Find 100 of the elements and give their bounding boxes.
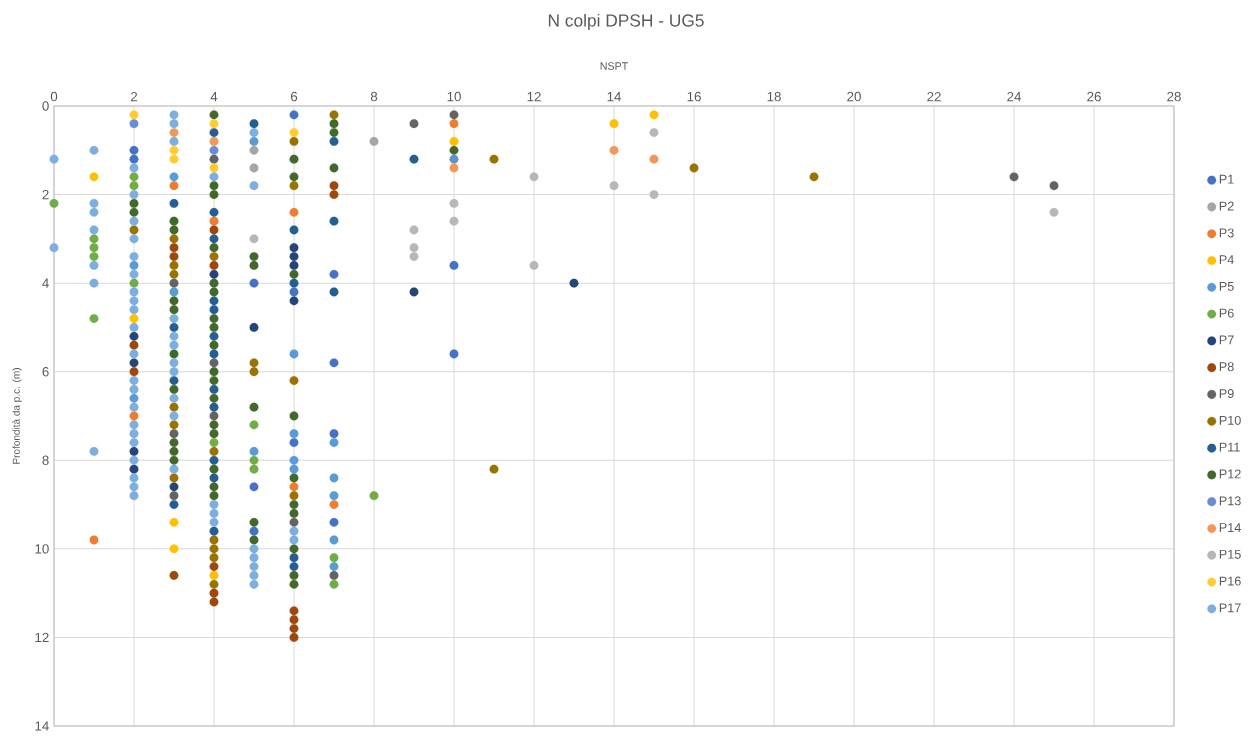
x-tick-label: 20 xyxy=(847,91,861,102)
point xyxy=(329,438,339,448)
point xyxy=(209,181,219,191)
point xyxy=(289,526,299,536)
point xyxy=(129,491,139,501)
point xyxy=(289,632,299,642)
legend-label: P3 xyxy=(1219,228,1234,238)
point xyxy=(169,314,179,324)
point xyxy=(209,322,219,332)
point xyxy=(289,491,299,501)
point xyxy=(209,402,219,412)
point xyxy=(209,544,219,554)
point xyxy=(289,473,299,483)
x-tick-label: 26 xyxy=(1087,91,1101,102)
point xyxy=(369,491,379,501)
point xyxy=(209,384,219,394)
point xyxy=(89,225,99,235)
point xyxy=(89,243,99,253)
legend-label: P13 xyxy=(1219,496,1241,506)
point xyxy=(169,544,179,554)
point xyxy=(129,322,139,332)
x-axis-title: NSPT xyxy=(600,62,628,70)
point xyxy=(169,269,179,279)
point xyxy=(89,278,99,288)
point xyxy=(169,154,179,164)
point xyxy=(209,588,219,598)
point xyxy=(209,296,219,306)
point xyxy=(169,464,179,474)
point xyxy=(169,296,179,306)
point xyxy=(209,163,219,173)
point xyxy=(649,154,659,164)
point xyxy=(129,367,139,377)
point xyxy=(89,446,99,456)
point xyxy=(129,278,139,288)
point xyxy=(209,172,219,182)
point xyxy=(169,260,179,270)
point xyxy=(209,429,219,439)
x-tick-label: 2 xyxy=(130,91,138,102)
point xyxy=(329,491,339,501)
point xyxy=(169,517,179,527)
point xyxy=(249,234,259,244)
point xyxy=(289,579,299,589)
point xyxy=(169,340,179,350)
point xyxy=(329,473,339,483)
point xyxy=(1049,181,1059,191)
point xyxy=(289,154,299,164)
point xyxy=(249,455,259,465)
point xyxy=(249,562,259,572)
point xyxy=(289,207,299,217)
point xyxy=(209,305,219,315)
point xyxy=(89,314,99,324)
point xyxy=(329,562,339,572)
point xyxy=(289,624,299,634)
point xyxy=(249,420,259,430)
point xyxy=(209,207,219,217)
point xyxy=(369,136,379,146)
point xyxy=(129,198,139,208)
point xyxy=(129,331,139,341)
point xyxy=(169,234,179,244)
point xyxy=(89,535,99,545)
point xyxy=(169,305,179,315)
point xyxy=(49,154,59,164)
point xyxy=(289,508,299,518)
point xyxy=(209,287,219,297)
point xyxy=(289,464,299,474)
point xyxy=(249,145,259,155)
point xyxy=(249,570,259,580)
legend-label: P12 xyxy=(1219,469,1241,479)
point xyxy=(329,553,339,563)
point xyxy=(649,110,659,120)
point xyxy=(209,553,219,563)
point xyxy=(1049,207,1059,217)
point xyxy=(169,500,179,510)
point xyxy=(249,260,259,270)
point xyxy=(209,491,219,501)
point xyxy=(169,367,179,377)
point xyxy=(129,110,139,120)
y-tick-label: 6 xyxy=(42,367,49,377)
point xyxy=(289,553,299,563)
x-tick-label: 22 xyxy=(927,91,941,102)
point xyxy=(169,455,179,465)
x-tick-label: 28 xyxy=(1167,91,1181,102)
legend-label: P10 xyxy=(1219,415,1241,425)
point xyxy=(329,429,339,439)
point xyxy=(129,305,139,315)
point xyxy=(209,331,219,341)
point xyxy=(329,500,339,510)
point xyxy=(209,252,219,262)
point xyxy=(289,429,299,439)
legend-label: P7 xyxy=(1219,335,1234,345)
point xyxy=(249,252,259,262)
point xyxy=(449,163,459,173)
point xyxy=(209,464,219,474)
point xyxy=(289,606,299,616)
point xyxy=(449,349,459,359)
point xyxy=(129,446,139,456)
point xyxy=(209,225,219,235)
point xyxy=(169,482,179,492)
point xyxy=(329,570,339,580)
point xyxy=(169,331,179,341)
